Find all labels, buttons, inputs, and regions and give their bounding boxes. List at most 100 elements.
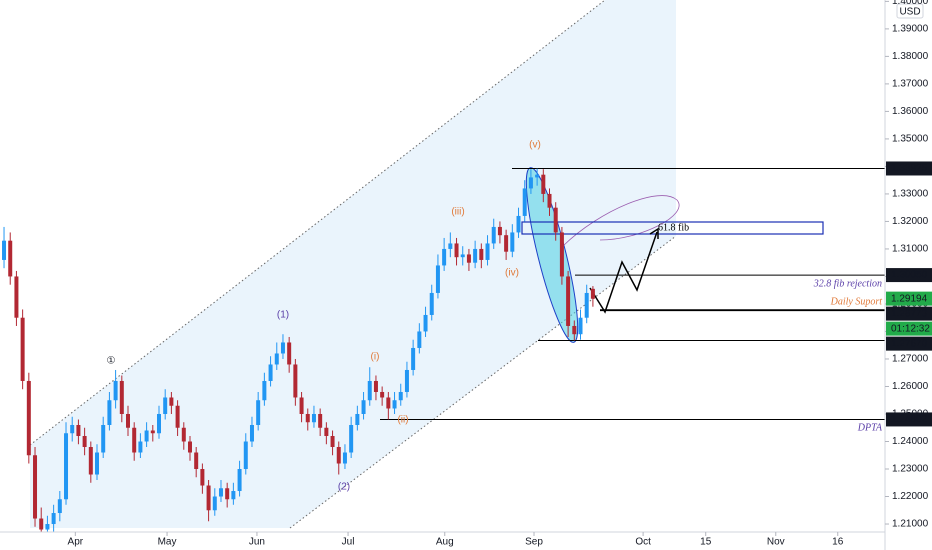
price-label: 1.33925 <box>891 163 928 174</box>
candle-body <box>175 405 180 428</box>
candle-body <box>497 226 502 236</box>
candle-body <box>70 424 75 434</box>
y-tick-label: 1.39000 <box>892 24 929 35</box>
candle-body <box>398 391 403 401</box>
note: DPTA <box>857 422 883 433</box>
wave-label: (i) <box>371 352 380 363</box>
wave-label: (2) <box>338 482 350 493</box>
candle-body <box>491 226 496 244</box>
candle-body <box>417 331 422 348</box>
candle-body <box>522 188 527 216</box>
candle-body <box>373 380 378 392</box>
candle-body <box>553 207 558 233</box>
candle-body <box>206 485 211 511</box>
drawings <box>2 0 885 532</box>
candle-body <box>559 232 564 277</box>
wave-label: ① <box>107 356 116 367</box>
candle-body <box>411 347 416 370</box>
candle-body <box>212 496 217 511</box>
candle-body <box>262 380 267 401</box>
y-tick-label: 1.40000 <box>892 0 929 7</box>
price-label-box <box>886 268 932 283</box>
candle-body <box>225 488 230 500</box>
candle-body <box>448 243 453 249</box>
candle-body <box>95 452 100 475</box>
candle-body <box>479 248 484 260</box>
y-tick-label: 1.35000 <box>892 134 929 145</box>
annotations: (v) (iii) (iv) (i) (ii) (1) (2) ① 61.8 fib 32.8 f… <box>107 140 883 493</box>
candle-body <box>485 243 490 260</box>
countdown: 01:12:32 <box>891 323 930 334</box>
channel-fill <box>30 0 676 528</box>
x-tick-label: Sep <box>525 537 543 548</box>
wave-label: (v) <box>529 140 541 151</box>
candle-body <box>218 488 223 497</box>
candle-body <box>404 369 409 392</box>
channel-lower <box>289 235 677 529</box>
x-tick-label: Apr <box>68 537 84 548</box>
candle-body <box>237 469 242 492</box>
candle-body <box>249 424 254 442</box>
currency: USD <box>899 7 920 18</box>
note: 61.8 fib <box>658 222 689 233</box>
fib-box <box>521 221 824 235</box>
x-tick-label: 16 <box>832 537 844 548</box>
candle-body <box>181 427 186 442</box>
candle-body <box>311 413 316 423</box>
candle-body <box>57 499 62 514</box>
candle-body <box>367 380 372 401</box>
candle-body <box>82 435 87 448</box>
candle-body <box>156 413 161 434</box>
price-label-box <box>886 291 932 306</box>
y-tick-label: 1.37000 <box>892 79 929 90</box>
candle-body <box>584 292 589 318</box>
y-tick-label: 1.33000 <box>892 189 929 200</box>
candle-body <box>187 441 192 453</box>
wave-label: (iii) <box>451 207 464 218</box>
price-label: 1.29194 <box>891 293 928 304</box>
candle-body <box>541 174 546 194</box>
candle-body <box>386 397 391 409</box>
y-tick-label: 1.24000 <box>892 436 929 447</box>
price-label-box <box>886 336 932 351</box>
wave-label: (ii) <box>397 415 408 426</box>
x-tick-label: Nov <box>767 537 785 548</box>
candle-body <box>163 397 168 414</box>
cyan-ellipse <box>525 167 579 343</box>
x-tick-label: Oct <box>635 537 651 548</box>
candle-body <box>305 413 310 423</box>
candle-body <box>132 427 137 453</box>
candle-body <box>380 391 385 398</box>
candle-body <box>547 193 552 208</box>
candle-body <box>138 441 143 453</box>
candle-body <box>342 452 347 464</box>
candle-body <box>39 518 44 530</box>
x-tick-label: Jun <box>249 537 265 548</box>
candle-body <box>26 380 31 456</box>
candle-body <box>466 254 471 263</box>
y-tick-label: 1.26000 <box>892 381 929 392</box>
candle-body <box>504 235 509 252</box>
candle-body <box>361 400 366 414</box>
candle-body <box>299 397 304 414</box>
candle-body <box>336 447 341 464</box>
candle-body <box>349 424 354 453</box>
y-tick-label: 1.23000 <box>892 464 929 475</box>
candle-body <box>590 288 595 299</box>
candle-body <box>324 427 329 436</box>
x-tick-label: May <box>158 537 177 548</box>
projection-arrow <box>649 227 659 239</box>
candle-body <box>45 524 50 530</box>
candle-body <box>566 276 571 326</box>
price-label: 1.30050 <box>891 270 928 281</box>
candle-body <box>150 430 155 434</box>
candle-body <box>126 413 131 428</box>
candle-body <box>119 380 124 414</box>
candle-body <box>473 248 478 263</box>
candle-body <box>51 513 56 525</box>
candle-body <box>107 400 112 425</box>
candle-body <box>20 317 25 381</box>
price-label: 1.24802 <box>891 414 928 425</box>
candle-body <box>355 413 360 425</box>
candle-body <box>194 452 199 470</box>
